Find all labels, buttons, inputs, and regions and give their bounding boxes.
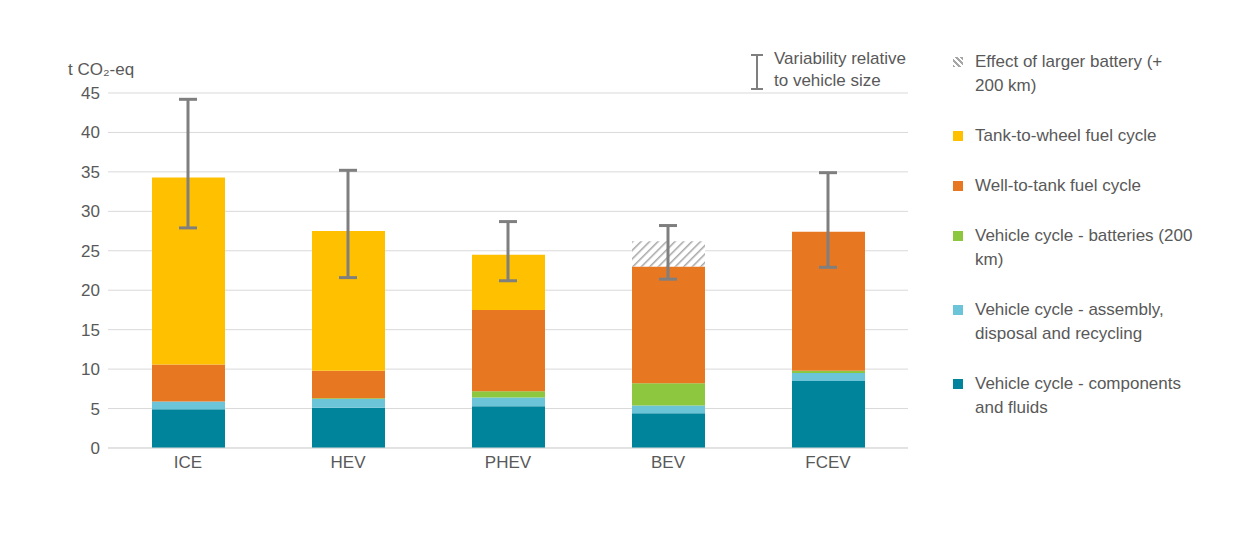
html-text:Vehicle cycle - batteries (200: Vehicle cycle - batteries (200 km) (975, 226, 1193, 269)
html-text:Well-to-tank fuel cycle: Well-to-tank fuel cycle (975, 176, 1141, 195)
svg-text:35: 35 (81, 163, 100, 182)
html-text:t CO₂-eq: t CO₂-eq (68, 60, 135, 79)
svg-text:5: 5 (91, 400, 100, 419)
svg-text:BEV: BEV (651, 453, 686, 472)
html-text:Vehicle cycle - components and: Vehicle cycle - components and fluids (975, 374, 1181, 417)
svg-text:PHEV: PHEV (485, 453, 532, 472)
svg-text:FCEV: FCEV (805, 453, 851, 472)
svg-text:20: 20 (81, 281, 100, 300)
html-text:Variability relative to vehicl: Variability relative to vehicle size (774, 49, 906, 90)
svg-text:ICE: ICE (174, 453, 202, 472)
svg-text:15: 15 (81, 321, 100, 340)
svg-text:30: 30 (81, 202, 100, 221)
svg-text:HEV: HEV (331, 453, 367, 472)
html-text:Tank-to-wheel fuel cycle: Tank-to-wheel fuel cycle (975, 126, 1157, 145)
svg-text:40: 40 (81, 123, 100, 142)
svg-text:25: 25 (81, 242, 100, 261)
html-text:Vehicle cycle - assembly, disp: Vehicle cycle - assembly, disposal and r… (975, 300, 1164, 343)
svg-text:10: 10 (81, 360, 100, 379)
svg-text:0: 0 (91, 439, 100, 458)
svg-text:45: 45 (81, 84, 100, 103)
html-text:Effect of larger battery (+ 20: Effect of larger battery (+ 200 km) (975, 52, 1163, 95)
